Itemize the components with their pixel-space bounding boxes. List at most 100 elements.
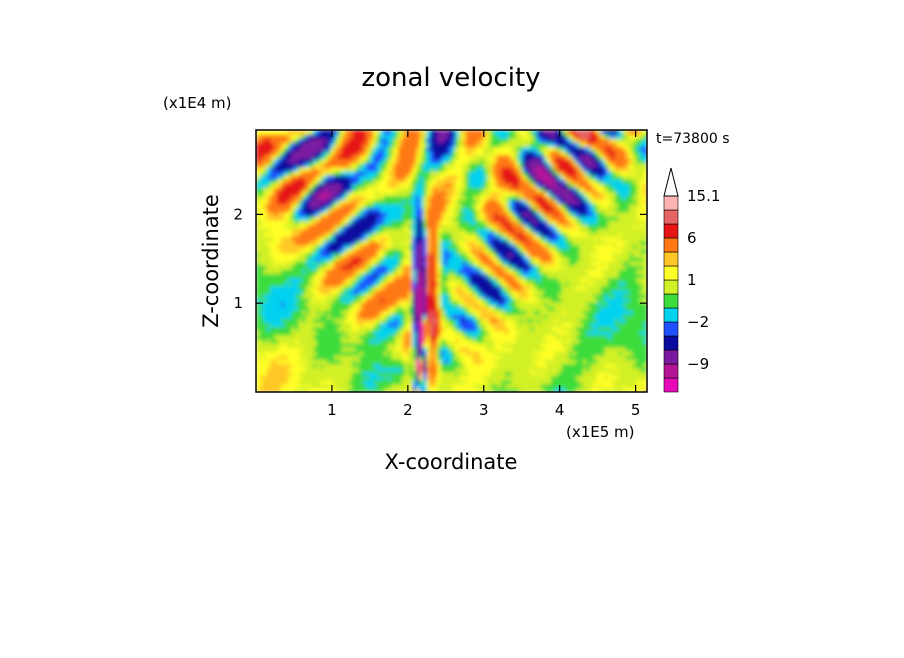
field-cell	[529, 175, 534, 180]
field-cell	[337, 289, 342, 295]
field-cell	[323, 252, 328, 258]
field-cell	[494, 367, 499, 373]
field-cell	[277, 166, 282, 172]
field-cell	[295, 211, 300, 217]
field-cell	[479, 211, 485, 217]
field-cell	[273, 170, 278, 176]
field-cell	[302, 138, 307, 143]
field-cell	[323, 240, 328, 246]
field-cell	[284, 338, 289, 344]
field-cell	[526, 306, 531, 311]
field-cell	[316, 338, 321, 344]
field-cell	[394, 162, 399, 168]
field-cell	[497, 334, 502, 340]
field-cell	[394, 199, 399, 205]
field-cell	[526, 322, 531, 328]
field-cell	[405, 248, 410, 254]
field-cell	[487, 203, 492, 209]
field-cell	[465, 314, 470, 319]
field-cell	[266, 138, 271, 143]
field-cell	[497, 359, 502, 364]
field-cell	[462, 215, 467, 221]
field-cell	[291, 261, 296, 266]
field-cell	[490, 293, 495, 299]
field-cell	[462, 236, 467, 242]
field-cell	[440, 285, 445, 291]
field-cell	[366, 158, 371, 164]
field-cell	[359, 322, 364, 328]
field-cell	[455, 367, 460, 373]
field-cell	[309, 383, 314, 389]
field-cell	[391, 277, 396, 283]
field-cell	[458, 306, 463, 311]
field-cell	[408, 187, 413, 192]
field-cell	[327, 211, 332, 217]
field-cell	[334, 134, 339, 139]
field-cell	[305, 269, 310, 274]
field-cell	[522, 187, 527, 192]
field-cell	[319, 191, 325, 197]
field-cell	[295, 383, 300, 389]
field-cell	[458, 203, 463, 209]
field-cell	[476, 191, 481, 197]
field-cell	[426, 293, 431, 299]
field-cell	[305, 379, 310, 385]
field-cell	[383, 191, 389, 197]
field-cell	[426, 215, 431, 221]
field-cell	[415, 383, 421, 389]
field-cell	[280, 179, 286, 184]
field-cell	[494, 269, 499, 274]
field-cell	[359, 273, 364, 278]
field-cell	[355, 179, 360, 184]
field-cell	[412, 269, 417, 274]
field-cell	[447, 195, 453, 201]
field-cell	[497, 170, 502, 176]
field-cell	[497, 175, 502, 180]
field-cell	[362, 289, 367, 295]
field-cell	[394, 215, 399, 221]
field-cell	[501, 318, 506, 323]
field-cell	[373, 383, 378, 389]
field-cell	[273, 207, 278, 213]
field-cell	[462, 166, 467, 172]
field-cell	[287, 318, 293, 323]
field-cell	[337, 224, 342, 229]
field-cell	[469, 158, 474, 164]
field-cell	[479, 375, 485, 381]
field-cell	[383, 379, 389, 385]
field-cell	[483, 162, 488, 168]
field-cell	[387, 199, 392, 205]
field-cell	[295, 363, 300, 369]
field-cell	[337, 326, 342, 332]
field-cell	[298, 371, 303, 377]
field-cell	[469, 187, 474, 192]
field-cell	[316, 301, 321, 307]
field-cell	[348, 261, 353, 266]
field-cell	[319, 330, 325, 336]
field-cell	[401, 191, 406, 197]
field-cell	[309, 273, 314, 278]
field-cell	[298, 273, 303, 278]
field-cell	[408, 261, 413, 266]
field-cell	[309, 306, 314, 311]
field-cell	[419, 183, 424, 188]
field-cell	[391, 150, 396, 156]
field-cell	[359, 342, 364, 348]
field-cell	[387, 244, 392, 250]
field-cell	[330, 277, 335, 283]
field-cell	[515, 310, 520, 315]
field-cell	[359, 367, 364, 373]
field-cell	[362, 252, 367, 258]
field-cell	[465, 207, 470, 213]
field-cell	[504, 252, 509, 258]
field-cell	[412, 236, 417, 242]
field-cell	[451, 158, 456, 164]
field-cell	[383, 183, 389, 188]
field-cell	[273, 244, 278, 250]
field-cell	[440, 277, 445, 283]
field-cell	[270, 330, 275, 336]
field-cell	[451, 179, 456, 184]
field-cell	[401, 322, 406, 328]
field-cell	[522, 203, 527, 209]
field-cell	[437, 179, 442, 184]
